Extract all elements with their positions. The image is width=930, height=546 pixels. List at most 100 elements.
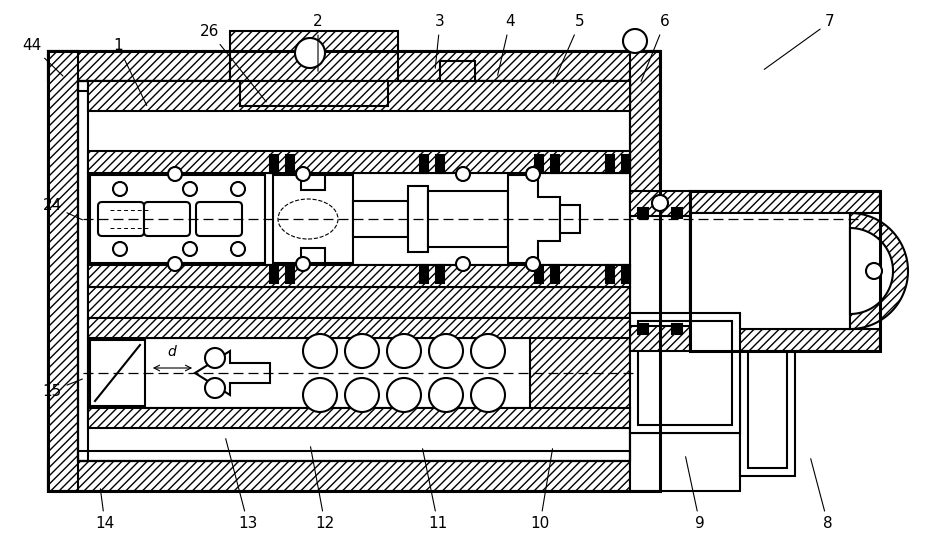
Bar xyxy=(420,155,428,173)
FancyBboxPatch shape xyxy=(144,202,190,236)
Bar xyxy=(428,191,508,247)
Bar xyxy=(638,321,732,425)
Text: 12: 12 xyxy=(311,447,335,531)
Text: 1: 1 xyxy=(113,39,147,105)
Circle shape xyxy=(429,334,463,368)
Bar xyxy=(270,155,278,173)
Text: 13: 13 xyxy=(226,438,258,531)
Text: 5: 5 xyxy=(553,15,585,84)
Polygon shape xyxy=(88,408,630,428)
Bar xyxy=(301,248,325,263)
Text: 10: 10 xyxy=(530,449,552,531)
Polygon shape xyxy=(630,191,690,216)
Polygon shape xyxy=(48,461,660,491)
Bar xyxy=(638,208,648,218)
Bar xyxy=(638,324,648,334)
Bar xyxy=(270,265,278,283)
Circle shape xyxy=(456,257,470,271)
Polygon shape xyxy=(195,351,270,395)
Bar xyxy=(535,155,543,173)
Bar xyxy=(606,265,614,283)
Polygon shape xyxy=(630,51,660,261)
Polygon shape xyxy=(508,175,560,263)
Circle shape xyxy=(526,167,540,181)
Circle shape xyxy=(113,182,127,196)
Circle shape xyxy=(345,378,379,412)
Bar xyxy=(606,155,614,173)
Circle shape xyxy=(205,378,225,398)
Polygon shape xyxy=(440,61,475,81)
Circle shape xyxy=(303,378,337,412)
Bar xyxy=(551,265,559,283)
Circle shape xyxy=(526,257,540,271)
Circle shape xyxy=(295,38,325,68)
Text: $d$: $d$ xyxy=(166,344,178,359)
Circle shape xyxy=(471,378,505,412)
Text: 44: 44 xyxy=(22,39,63,76)
Polygon shape xyxy=(850,213,908,329)
Bar xyxy=(88,338,630,408)
Text: 2: 2 xyxy=(313,15,323,71)
Bar xyxy=(90,175,265,263)
Bar xyxy=(436,265,444,283)
FancyBboxPatch shape xyxy=(98,202,144,236)
Circle shape xyxy=(866,263,882,279)
Polygon shape xyxy=(850,228,893,314)
Bar xyxy=(740,328,795,476)
Circle shape xyxy=(387,378,421,412)
Bar xyxy=(408,186,428,252)
Polygon shape xyxy=(88,265,630,287)
Polygon shape xyxy=(630,281,660,491)
Bar xyxy=(286,155,294,173)
Circle shape xyxy=(168,167,182,181)
Circle shape xyxy=(205,348,225,368)
Polygon shape xyxy=(88,151,630,173)
Text: 8: 8 xyxy=(811,459,832,531)
Polygon shape xyxy=(690,191,880,213)
Circle shape xyxy=(387,334,421,368)
Bar xyxy=(420,265,428,283)
Circle shape xyxy=(471,334,505,368)
Text: 4: 4 xyxy=(498,15,515,75)
Circle shape xyxy=(652,195,668,211)
Text: 6: 6 xyxy=(641,15,670,81)
Bar xyxy=(88,173,630,265)
Polygon shape xyxy=(48,51,78,491)
Bar xyxy=(90,340,145,406)
Circle shape xyxy=(296,257,310,271)
Text: 3: 3 xyxy=(435,15,445,68)
Circle shape xyxy=(183,242,197,256)
FancyBboxPatch shape xyxy=(196,202,242,236)
Bar xyxy=(630,216,690,326)
Polygon shape xyxy=(88,318,630,338)
Polygon shape xyxy=(240,81,388,106)
Bar xyxy=(748,336,787,468)
Bar xyxy=(630,313,740,433)
Circle shape xyxy=(456,167,470,181)
Circle shape xyxy=(623,29,647,53)
Bar xyxy=(301,175,325,190)
Circle shape xyxy=(303,334,337,368)
Circle shape xyxy=(231,182,245,196)
Text: 14: 14 xyxy=(96,489,114,531)
Bar xyxy=(353,201,408,237)
Polygon shape xyxy=(88,81,630,111)
Text: 7: 7 xyxy=(764,15,835,69)
Bar xyxy=(622,155,630,173)
Circle shape xyxy=(345,334,379,368)
Circle shape xyxy=(429,378,463,412)
Bar xyxy=(535,265,543,283)
Bar xyxy=(630,433,740,491)
Circle shape xyxy=(183,182,197,196)
Text: 26: 26 xyxy=(200,25,266,102)
Bar xyxy=(436,155,444,173)
Circle shape xyxy=(168,257,182,271)
Text: 11: 11 xyxy=(422,449,447,531)
Circle shape xyxy=(113,242,127,256)
Circle shape xyxy=(231,242,245,256)
Polygon shape xyxy=(690,329,880,351)
Bar xyxy=(672,324,682,334)
Polygon shape xyxy=(530,318,630,428)
Text: 9: 9 xyxy=(685,456,705,531)
Bar xyxy=(286,265,294,283)
